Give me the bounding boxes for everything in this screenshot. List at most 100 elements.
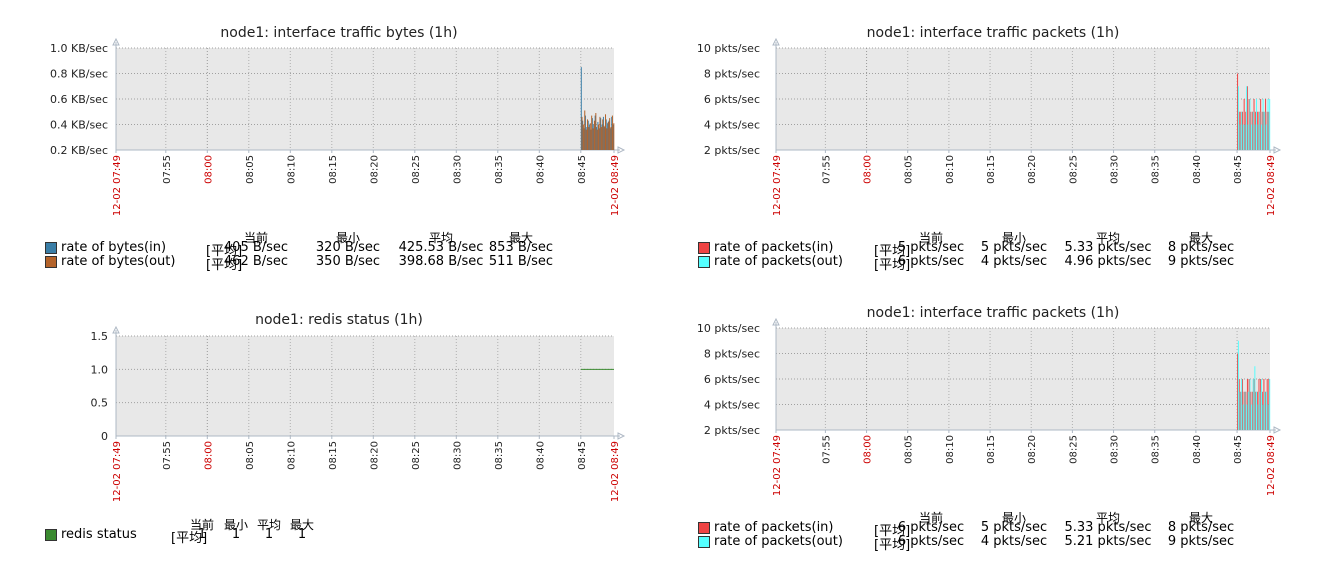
x-tick-label: 08:20 bbox=[369, 441, 380, 470]
bar-rate-of-bytes-in- bbox=[607, 123, 609, 150]
y-axis-arrow bbox=[112, 325, 120, 334]
legend-value-max: 8 pkts/sec bbox=[1167, 240, 1235, 255]
x-axis-arrow bbox=[617, 146, 626, 154]
x-tick-label: 08:30 bbox=[1110, 435, 1121, 464]
legend-header: 最小 bbox=[1001, 231, 1027, 245]
legend-value-last: 6 pkts/sec bbox=[897, 534, 965, 549]
bar-rate-of-bytes-in- bbox=[580, 67, 582, 150]
x-tick-label: 08:20 bbox=[1027, 155, 1038, 184]
bar-rate-of-packets-out- bbox=[1239, 124, 1241, 150]
x-tick-label: 07:55 bbox=[821, 435, 832, 464]
bar-rate-of-packets-out- bbox=[1262, 404, 1264, 430]
bar-rate-of-packets-in- bbox=[1268, 111, 1270, 150]
x-tick-label: 08:35 bbox=[1151, 155, 1162, 184]
legend-value-avg: 5.33 pkts/sec bbox=[1064, 240, 1152, 255]
bar-rate-of-packets-in- bbox=[1260, 379, 1262, 430]
legend-value-min: 5 pkts/sec bbox=[980, 520, 1048, 535]
x-tick-label: 08:45 bbox=[1233, 155, 1244, 184]
x-tick-label: 08:20 bbox=[369, 155, 380, 184]
bar-rate-of-packets-in- bbox=[1248, 379, 1250, 430]
bar-rate-of-bytes-out- bbox=[581, 116, 583, 150]
legend-value-avg: 1 bbox=[264, 527, 274, 542]
legend-header: 最小 bbox=[335, 231, 361, 245]
legend-swatch bbox=[45, 256, 57, 268]
bar-rate-of-bytes-in- bbox=[584, 115, 586, 150]
x-tick-label: 08:35 bbox=[494, 441, 505, 470]
legend-swatch bbox=[45, 242, 57, 254]
chart-redis: node1: redis status (1h) 1.5 1.0 0.5 0 12-02 … bbox=[91, 312, 626, 502]
x-tick-label: 08:10 bbox=[286, 155, 297, 184]
bar-rate-of-packets-out- bbox=[1259, 111, 1261, 150]
y-tick-label: 2 pkts/sec bbox=[704, 144, 760, 157]
bar-rate-of-bytes-in- bbox=[600, 118, 602, 150]
x-tick-label: 08:05 bbox=[245, 441, 256, 470]
x-axis-arrow bbox=[1273, 146, 1282, 154]
bar-rate-of-packets-in- bbox=[1250, 111, 1252, 150]
legend-value-min: 350 B/sec bbox=[315, 254, 381, 269]
bar-rate-of-bytes-in- bbox=[605, 119, 607, 150]
legend-swatch bbox=[698, 536, 710, 548]
bar-rate-of-bytes-out- bbox=[607, 121, 609, 150]
bar-rate-of-packets-in- bbox=[1243, 99, 1245, 150]
legend-header: 最大 bbox=[508, 231, 534, 245]
legend-func: [平均] bbox=[206, 258, 243, 273]
x-tick-label: 12-02 07:49 bbox=[772, 435, 783, 496]
plot-area bbox=[116, 336, 614, 436]
x-tick-label: 08:45 bbox=[577, 155, 588, 184]
legend-value-last: 6 pkts/sec bbox=[897, 520, 965, 535]
bar-rate-of-packets-in- bbox=[1265, 99, 1267, 150]
legend-header: 最小 bbox=[223, 518, 249, 532]
bar-rate-of-packets-out- bbox=[1247, 391, 1249, 430]
bar-rate-of-packets-in- bbox=[1256, 391, 1258, 430]
legend-func: [平均] bbox=[874, 258, 911, 273]
bar-rate-of-packets-out- bbox=[1267, 99, 1269, 150]
bar-rate-of-bytes-in- bbox=[604, 127, 606, 150]
bar-rate-of-packets-out- bbox=[1269, 379, 1271, 430]
bar-rate-of-bytes-in- bbox=[589, 124, 591, 150]
chart-title: node1: interface traffic bytes (1h) bbox=[220, 25, 457, 41]
bar-rate-of-bytes-out- bbox=[596, 129, 598, 150]
bar-rate-of-bytes-out- bbox=[587, 119, 589, 150]
legend-func: [平均] bbox=[171, 531, 208, 546]
legend-value-last: 1 bbox=[197, 527, 207, 542]
bar-rate-of-packets-in- bbox=[1258, 111, 1260, 150]
legend-header: 平均 bbox=[256, 518, 282, 532]
bar-rate-of-packets-in- bbox=[1266, 111, 1268, 150]
x-tick-label: 12-02 07:49 bbox=[112, 441, 123, 502]
legend-value-last: 462 B/sec bbox=[223, 254, 289, 269]
bar-rate-of-bytes-in- bbox=[582, 120, 584, 150]
x-tick-label: 08:25 bbox=[411, 155, 422, 184]
legend-value-min: 5 pkts/sec bbox=[980, 240, 1048, 255]
bar-rate-of-bytes-out- bbox=[593, 120, 595, 150]
y-tick-label: 0.4 KB/sec bbox=[50, 119, 108, 132]
x-tick-label: 08:15 bbox=[986, 155, 997, 184]
legend-swatch bbox=[698, 522, 710, 534]
legend-series-name: rate of packets(in) bbox=[714, 520, 834, 535]
bar-rate-of-packets-in- bbox=[1253, 99, 1255, 150]
bar-rate-of-packets-in- bbox=[1260, 99, 1262, 150]
bar-rate-of-bytes-in- bbox=[590, 129, 592, 150]
legend-header: 最大 bbox=[1188, 231, 1214, 245]
x-tick-label: 08:35 bbox=[494, 155, 505, 184]
bar-rate-of-packets-in- bbox=[1251, 391, 1253, 430]
bar-rate-of-packets-in- bbox=[1265, 391, 1267, 430]
bar-rate-of-bytes-out- bbox=[595, 113, 597, 150]
y-tick-label: 8 pkts/sec bbox=[704, 348, 760, 361]
bar-rate-of-bytes-in- bbox=[586, 127, 588, 150]
bar-rate-of-bytes-out- bbox=[589, 123, 591, 150]
x-tick-label: 08:40 bbox=[535, 441, 546, 470]
bar-rate-of-bytes-out- bbox=[585, 129, 587, 150]
x-tick-label: 07:55 bbox=[821, 155, 832, 184]
bar-rate-of-packets-in- bbox=[1261, 391, 1263, 430]
y-tick-label: 8 pkts/sec bbox=[704, 68, 760, 81]
bar-rate-of-packets-out- bbox=[1267, 404, 1269, 430]
bar-rate-of-bytes-out- bbox=[592, 128, 594, 150]
legend-series-name: rate of packets(out) bbox=[714, 254, 843, 269]
x-tick-label: 08:00 bbox=[863, 155, 874, 184]
x-tick-label: 08:40 bbox=[1192, 155, 1203, 184]
bar-rate-of-packets-in- bbox=[1256, 111, 1258, 150]
x-tick-label: 08:40 bbox=[535, 155, 546, 184]
x-tick-label: 12-02 08:49 bbox=[610, 155, 621, 216]
legend-value-last: 6 pkts/sec bbox=[897, 254, 965, 269]
legend-value-min: 4 pkts/sec bbox=[980, 254, 1048, 269]
